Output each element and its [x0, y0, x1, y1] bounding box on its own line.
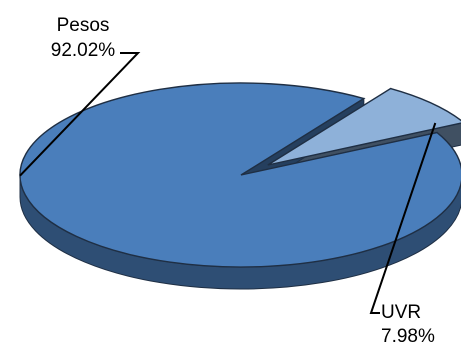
pie-layer — [19, 82, 461, 290]
pesos-label-name: Pesos — [57, 15, 110, 36]
pesos-leader-line — [19, 52, 141, 177]
uvr-slice — [267, 87, 461, 166]
uvr-label-name: UVR — [381, 302, 421, 323]
pesos-label-value: 92.02% — [51, 40, 116, 61]
uvr-leader-line — [369, 122, 437, 314]
uvr-label-value: 7.98% — [381, 326, 435, 345]
pesos-slice — [19, 82, 461, 268]
